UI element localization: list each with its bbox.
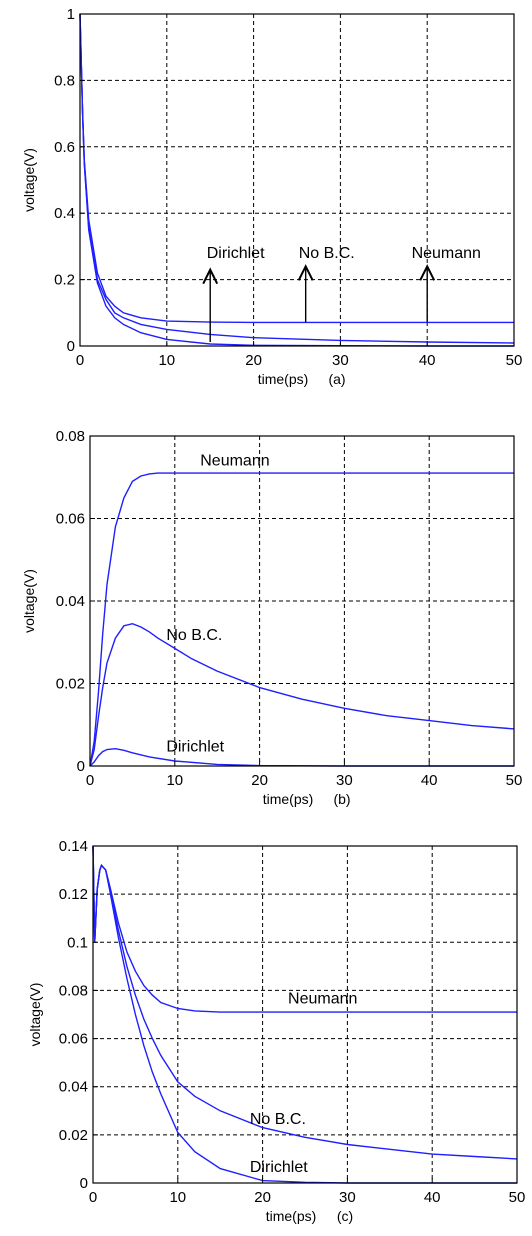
annotation-label: Neumann [200, 453, 269, 470]
x-tick-label: 30 [339, 1189, 356, 1206]
x-tick-label: 10 [166, 772, 183, 789]
plot-frame [92, 845, 518, 1184]
x-tick-label: 30 [332, 352, 349, 369]
y-tick-label: 0 [67, 338, 75, 355]
x-tick-label: 50 [509, 1189, 526, 1206]
y-tick-label: 0.04 [56, 593, 85, 610]
annotation-label: Dirichlet [250, 1159, 308, 1176]
series-line-neumann [92, 845, 517, 1013]
y-axis-label: voltage(V) [21, 569, 37, 633]
y-tick-label: 0.08 [59, 982, 88, 999]
x-tick-label: 20 [245, 352, 262, 369]
series-line-dirichlet [89, 747, 514, 767]
y-axis-label: voltage(V) [21, 148, 37, 212]
x-tick-label: 0 [89, 1189, 97, 1206]
x-tick-label: 20 [251, 772, 268, 789]
series-line-neumann [89, 472, 514, 767]
y-tick-label: 1 [67, 6, 75, 23]
plot-frame [79, 13, 515, 347]
annotation-arrowhead [297, 264, 314, 281]
y-tick-label: 0.4 [54, 205, 75, 222]
x-tick-label: 10 [158, 352, 175, 369]
annotation-label: No B.C. [250, 1111, 306, 1128]
annotation-label: Dirichlet [207, 245, 265, 262]
annotation-arrowhead [419, 264, 436, 281]
x-tick-label: 50 [506, 352, 523, 369]
y-tick-label: 0 [80, 1175, 88, 1192]
y-tick-label: 0.14 [59, 838, 88, 855]
panel-label: (c) [337, 1208, 353, 1224]
panel-label: (a) [328, 371, 345, 387]
series-line-no-b-c- [89, 622, 515, 767]
y-tick-label: 0.8 [54, 72, 75, 89]
x-tick-label: 20 [254, 1189, 271, 1206]
series-line-dirichlet [79, 13, 514, 347]
annotation-label: Neumann [412, 245, 481, 262]
y-tick-label: 0.12 [59, 886, 88, 903]
x-tick-label: 0 [76, 352, 84, 369]
y-tick-label: 0.02 [56, 676, 85, 693]
y-tick-label: 0.2 [54, 272, 75, 289]
x-tick-label: 0 [86, 772, 94, 789]
annotation-label: Dirichlet [166, 739, 224, 756]
y-tick-label: 0.04 [59, 1079, 88, 1096]
x-tick-label: 50 [506, 772, 523, 789]
annotation-arrowhead [202, 267, 219, 285]
annotation-label: No B.C. [299, 245, 355, 262]
x-tick-label: 30 [336, 772, 353, 789]
y-tick-label: 0.6 [54, 139, 75, 156]
y-tick-label: 0.08 [56, 428, 85, 445]
y-tick-label: 0.06 [56, 511, 85, 528]
series-line-dirichlet [92, 845, 517, 1184]
annotation-label: Neumann [288, 991, 357, 1008]
x-axis-label: time(ps) [263, 791, 314, 807]
x-tick-label: 40 [424, 1189, 441, 1206]
panel-c: 0 10 20 30 40 50 0 0.02 0.04 0.06 0.08 0.1 0.12 0.14 t… [27, 838, 525, 1224]
y-tick-label: 0.1 [67, 934, 88, 951]
x-axis-label: time(ps) [258, 371, 309, 387]
series-line-no-b-c- [79, 13, 515, 344]
x-tick-label: 40 [419, 352, 436, 369]
x-tick-label: 40 [421, 772, 438, 789]
y-tick-label: 0 [77, 758, 85, 775]
x-tick-label: 10 [169, 1189, 186, 1206]
y-tick-label: 0.06 [59, 1031, 88, 1048]
x-axis-label: time(ps) [266, 1208, 317, 1224]
annotation-label: No B.C. [166, 627, 222, 644]
series-line-neumann [79, 13, 514, 324]
panel-a: 0 10 20 30 40 50 0 0.2 0.4 0.6 0.8 1 time(ps) (a) volt… [21, 6, 522, 387]
y-tick-label: 0.02 [59, 1127, 88, 1144]
y-axis-label: voltage(V) [27, 983, 43, 1047]
panel-b: 0 10 20 30 40 50 0 0.02 0.04 0.06 0.08 time(ps) (b) v… [21, 428, 522, 807]
panel-label: (b) [333, 791, 350, 807]
